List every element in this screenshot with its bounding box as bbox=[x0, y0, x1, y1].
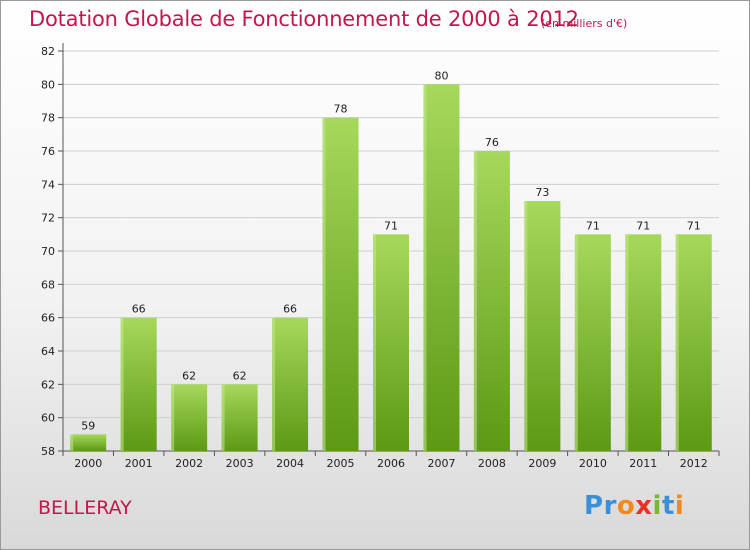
logo-letter: x bbox=[635, 491, 653, 521]
x-tick-label: 2007 bbox=[427, 457, 455, 470]
bar-highlight bbox=[373, 234, 376, 451]
logo-letter: t bbox=[661, 491, 675, 521]
logo-letter: P bbox=[584, 491, 604, 521]
x-tick-label: 2003 bbox=[226, 457, 254, 470]
value-label: 66 bbox=[283, 303, 297, 316]
bars bbox=[70, 84, 712, 452]
bar-highlight bbox=[574, 234, 578, 451]
value-label: 66 bbox=[132, 303, 146, 316]
bar-highlight bbox=[322, 117, 326, 452]
bar bbox=[574, 234, 611, 451]
y-tick-label: 62 bbox=[41, 378, 55, 391]
bar bbox=[120, 317, 157, 451]
x-tick-label: 2012 bbox=[680, 457, 708, 470]
value-label: 59 bbox=[81, 419, 95, 432]
bar-highlight bbox=[221, 384, 225, 451]
y-tick-label: 66 bbox=[41, 312, 55, 325]
logo-letter: o bbox=[616, 491, 636, 521]
x-tick-label: 2004 bbox=[276, 457, 304, 470]
y-tick-label: 60 bbox=[41, 412, 55, 425]
value-label: 80 bbox=[434, 69, 448, 82]
proxiti-logo[interactable]: Proxiti bbox=[584, 491, 684, 521]
bar bbox=[272, 317, 309, 451]
y-tick-label: 78 bbox=[41, 112, 55, 125]
bar-highlight bbox=[524, 201, 528, 451]
value-label: 62 bbox=[182, 369, 196, 382]
y-tick-label: 58 bbox=[41, 445, 55, 458]
value-label: 71 bbox=[687, 219, 701, 232]
bar-highlight bbox=[625, 234, 629, 451]
x-tick-label: 2006 bbox=[377, 457, 405, 470]
y-tick-label: 70 bbox=[41, 245, 55, 258]
y-tick-label: 72 bbox=[41, 212, 55, 225]
y-tick-label: 68 bbox=[41, 278, 55, 291]
logo-letter: i bbox=[652, 491, 662, 521]
bar-highlight bbox=[120, 317, 124, 451]
bar-highlight bbox=[423, 84, 427, 451]
x-tick-label: 2001 bbox=[125, 457, 153, 470]
chart-unit-note: (en milliers d'€) bbox=[541, 17, 628, 30]
bar-highlight bbox=[70, 434, 74, 451]
bar bbox=[473, 151, 510, 451]
logo-letter: r bbox=[603, 491, 617, 521]
axes: 58 60 62 64 66 68 70 72 74 76 78 80 82 2000 2001 2002 20… bbox=[41, 43, 720, 470]
x-tick-label: 2000 bbox=[74, 457, 102, 470]
commune-name: BELLERAY bbox=[38, 497, 132, 519]
value-label: 71 bbox=[586, 219, 600, 232]
y-tick-label: 80 bbox=[41, 78, 55, 91]
bar bbox=[70, 434, 107, 451]
value-label: 78 bbox=[334, 103, 348, 116]
value-label: 62 bbox=[233, 369, 247, 382]
value-label: 71 bbox=[384, 219, 398, 232]
y-tick-label: 74 bbox=[41, 178, 55, 191]
y-tick-label: 76 bbox=[41, 145, 55, 158]
y-tick-label: 82 bbox=[41, 45, 55, 58]
value-labels: 59 66 62 62 66 78 71 80 76 73 71 71 71 bbox=[81, 69, 701, 432]
bar bbox=[171, 384, 208, 451]
logo-letter: i bbox=[674, 491, 685, 521]
bar bbox=[322, 117, 359, 452]
x-tick-label: 2011 bbox=[629, 457, 657, 470]
bar bbox=[221, 384, 258, 451]
bar bbox=[423, 84, 460, 451]
x-tick-label: 2010 bbox=[579, 457, 607, 470]
x-tick-label: 2008 bbox=[478, 457, 506, 470]
bar-highlight bbox=[675, 234, 679, 451]
bar bbox=[524, 201, 561, 451]
value-label: 71 bbox=[636, 219, 650, 232]
y-tick-label: 64 bbox=[41, 345, 55, 358]
value-label: 73 bbox=[535, 186, 549, 199]
bar-highlight bbox=[171, 384, 175, 451]
bar bbox=[625, 234, 662, 451]
bar bbox=[373, 234, 409, 451]
x-tick-label: 2002 bbox=[175, 457, 203, 470]
value-label: 76 bbox=[485, 136, 499, 149]
x-tick-label: 2005 bbox=[327, 457, 355, 470]
bar-highlight bbox=[272, 317, 276, 451]
bar-highlight bbox=[473, 151, 477, 451]
chart-title: Dotation Globale de Fonctionnement de 20… bbox=[29, 7, 579, 31]
bar bbox=[675, 234, 712, 451]
x-tick-label: 2009 bbox=[528, 457, 556, 470]
